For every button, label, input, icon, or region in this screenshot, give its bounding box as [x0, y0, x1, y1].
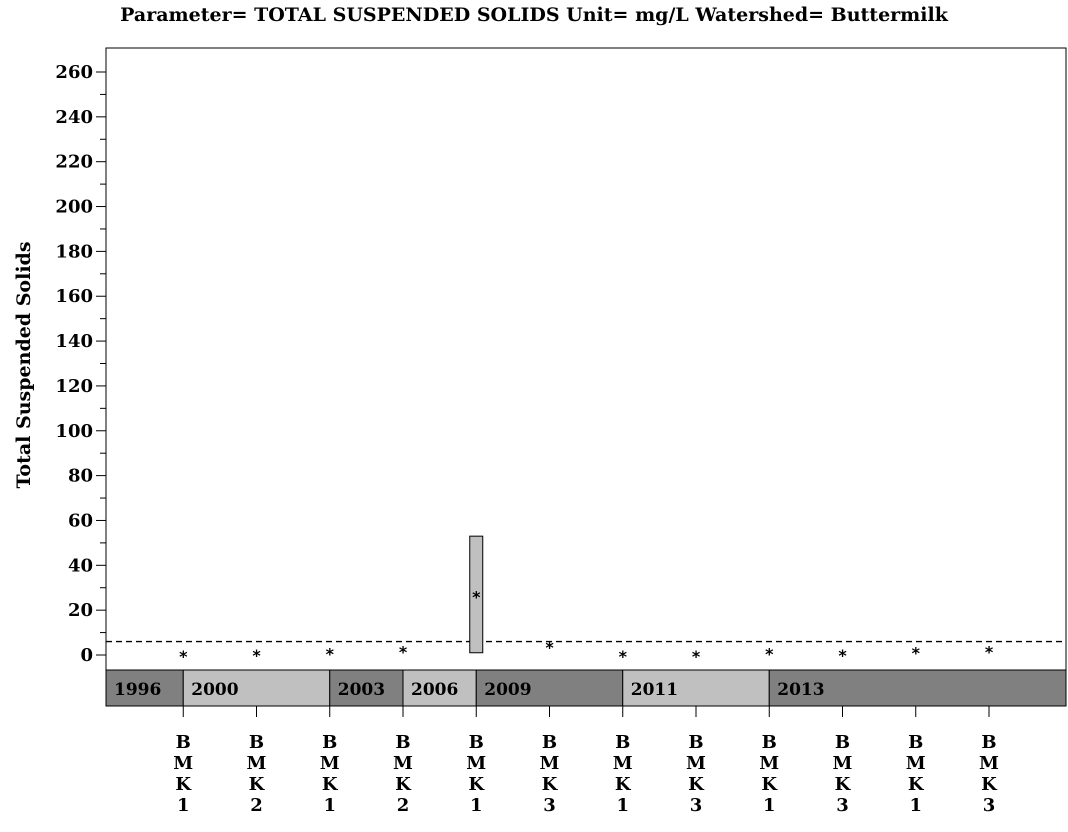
category-label-char: B [469, 732, 484, 753]
category-label-char: M [173, 753, 193, 774]
category-label-char: 1 [616, 795, 629, 816]
y-tick-label: 80 [68, 466, 93, 487]
category-label-char: B [615, 732, 630, 753]
category-label-char: 1 [177, 795, 190, 816]
category-label-char: 1 [763, 795, 776, 816]
y-tick-label: 120 [55, 376, 93, 397]
category-axis: BMK1BMK2BMK1BMK2BMK1BMK3BMK1BMK3BMK1BMK3… [173, 706, 999, 816]
mean-marker: * [838, 646, 847, 665]
category-label-char: B [762, 732, 777, 753]
year-band-label: 2006 [411, 680, 458, 700]
category-label-char: M [320, 753, 340, 774]
category-label-char: K [395, 774, 412, 795]
mean-marker: * [179, 647, 188, 666]
year-bands: 1996 2000 2003 2006 2009 2011 2013 [105, 669, 1067, 707]
category-label-char: B [688, 732, 703, 753]
year-band-label: 2000 [191, 680, 238, 700]
year-band [768, 669, 1067, 707]
year-band [329, 669, 404, 707]
category-label-char: 1 [470, 795, 483, 816]
year-band [182, 669, 331, 707]
mean-marker: * [545, 638, 554, 657]
category-label-char: B [981, 732, 996, 753]
y-tick-label: 260 [55, 62, 93, 83]
box-rect [469, 535, 484, 654]
category-label-char: M [686, 753, 706, 774]
category-label-char: B [542, 732, 557, 753]
category-label-char: K [981, 774, 998, 795]
year-band-label: 2013 [777, 680, 824, 700]
year-band-label: 2009 [484, 680, 531, 700]
y-tick-label: 100 [55, 421, 93, 442]
category-label-char: M [906, 753, 926, 774]
category-label-char: K [322, 774, 339, 795]
category-label-char: 3 [543, 795, 556, 816]
category-label-char: K [249, 774, 266, 795]
category-label-char: K [542, 774, 559, 795]
mean-marker: * [399, 642, 408, 661]
category-label-char: K [908, 774, 925, 795]
mean-marker: * [472, 587, 481, 606]
category-label-char: B [322, 732, 337, 753]
category-label-char: B [908, 732, 923, 753]
mean-marker: * [326, 645, 335, 664]
year-band [622, 669, 770, 707]
category-label-char: K [688, 774, 705, 795]
year-band-label: 1996 [114, 680, 161, 700]
category-label-char: M [833, 753, 853, 774]
category-label-char: M [247, 753, 267, 774]
category-label-char: 3 [690, 795, 703, 816]
y-axis-label: Total Suspended Solids [13, 241, 35, 488]
chart-title: Parameter= TOTAL SUSPENDED SOLIDS Unit= … [120, 4, 948, 26]
category-label-char: M [759, 753, 779, 774]
y-tick-label: 240 [55, 107, 93, 128]
plot-frame [105, 47, 1067, 671]
y-tick-label: 180 [55, 241, 93, 262]
mean-marker: * [619, 647, 628, 666]
y-tick-label: 60 [68, 510, 93, 531]
category-label-char: K [175, 774, 192, 795]
category-label-char: B [395, 732, 410, 753]
category-label-char: M [466, 753, 486, 774]
y-tick-label: 140 [55, 331, 93, 352]
year-band [475, 669, 624, 707]
y-tick-label: 20 [68, 600, 93, 621]
category-label-char: K [468, 774, 485, 795]
y-tick-label: 160 [55, 286, 93, 307]
category-label-char: M [979, 753, 999, 774]
y-tick-label: 200 [55, 197, 93, 218]
year-band-label: 2011 [631, 680, 678, 700]
category-label-char: M [613, 753, 633, 774]
mean-marker: * [985, 642, 994, 661]
category-label-char: 2 [250, 795, 263, 816]
category-label-char: 2 [397, 795, 410, 816]
chart-marks: * * * * * * * * * * * * [179, 535, 994, 666]
category-label-char: B [176, 732, 191, 753]
mean-marker: * [765, 645, 774, 664]
category-label-char: K [835, 774, 852, 795]
y-axis: 0 20 40 60 80 100 120 140 160 180 200 220 240 260 [55, 62, 106, 666]
category-label-char: M [540, 753, 560, 774]
y-tick-label: 0 [80, 645, 93, 666]
category-label-char: 3 [836, 795, 849, 816]
category-label-char: B [249, 732, 264, 753]
year-band-label: 2003 [338, 680, 385, 700]
mean-marker: * [252, 646, 261, 665]
mean-marker: * [912, 644, 921, 663]
category-label-char: 1 [323, 795, 336, 816]
category-label-char: 3 [983, 795, 996, 816]
mean-marker: * [692, 647, 701, 666]
category-label-char: M [393, 753, 413, 774]
y-tick-label: 220 [55, 152, 93, 173]
category-label-char: 1 [909, 795, 922, 816]
y-tick-label: 40 [68, 555, 93, 576]
year-band [105, 669, 184, 707]
category-label-char: B [835, 732, 850, 753]
category-label-char: K [761, 774, 778, 795]
category-label-char: K [615, 774, 632, 795]
